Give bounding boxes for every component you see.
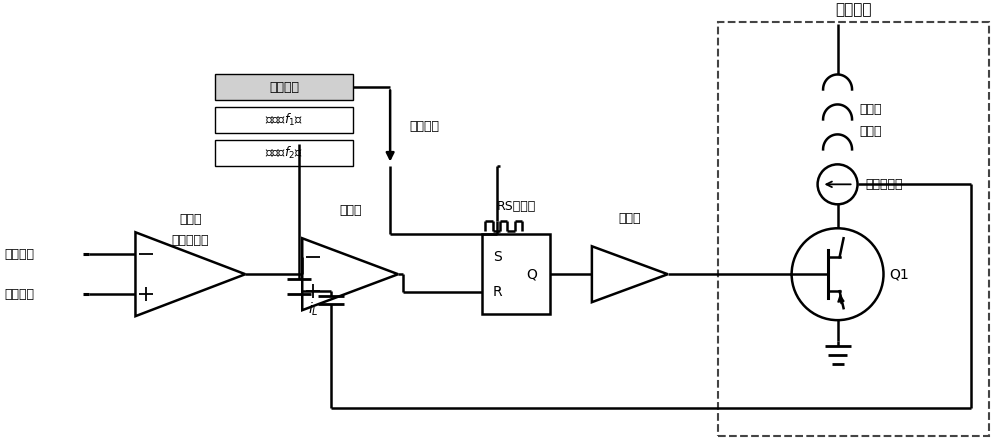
Text: S: S: [493, 250, 501, 264]
Bar: [718, 21, 989, 436]
Bar: [482, 234, 550, 314]
Text: RS触发器: RS触发器: [496, 200, 536, 213]
Text: 参考电压: 参考电压: [5, 248, 35, 260]
Text: $\mathit{i}_L$: $\mathit{i}_L$: [308, 301, 318, 318]
Text: 驱动器: 驱动器: [619, 212, 641, 225]
Text: 误差放大器: 误差放大器: [172, 234, 209, 247]
Text: Q: Q: [527, 267, 537, 281]
Text: 载波（$f_2$）: 载波（$f_2$）: [265, 145, 303, 161]
Text: 比较器: 比较器: [339, 204, 361, 217]
Text: 数据调制: 数据调制: [269, 81, 299, 94]
Text: 功率电路: 功率电路: [835, 2, 872, 17]
Text: 输出电压: 输出电压: [5, 288, 35, 301]
Text: 载波（$f_1$）: 载波（$f_1$）: [265, 112, 303, 128]
Text: R: R: [492, 285, 502, 299]
Text: 电压环: 电压环: [179, 213, 202, 226]
Bar: [215, 74, 353, 100]
Text: 时钟信号: 时钟信号: [409, 120, 439, 133]
Text: 电感或: 电感或: [860, 103, 882, 116]
Bar: [215, 107, 353, 133]
Text: 变压器: 变压器: [860, 125, 882, 138]
Bar: [215, 140, 353, 166]
Text: Q1: Q1: [890, 267, 909, 281]
Text: 电流传感器: 电流传感器: [866, 178, 903, 191]
